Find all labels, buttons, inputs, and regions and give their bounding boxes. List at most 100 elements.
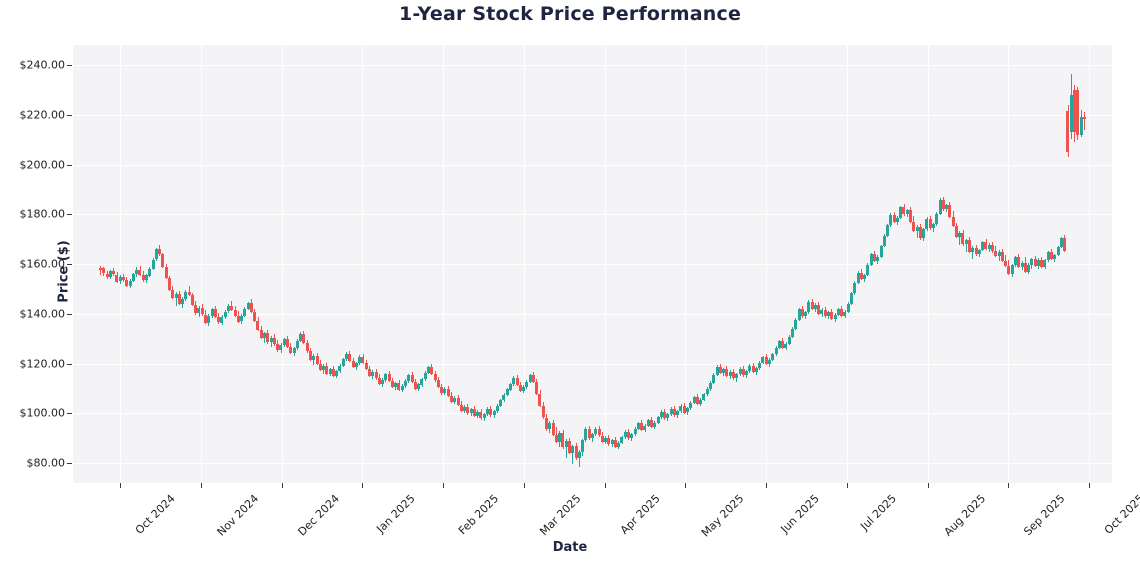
candle-body [663,411,666,419]
candle-body [659,411,663,418]
x-axis-tick [1008,483,1010,488]
candle-body [472,409,476,416]
candle-body [531,375,535,383]
x-axis-tick [281,483,283,488]
x-axis-tick-label: Aug 2025 [941,492,988,539]
candle-body [899,207,903,218]
x-axis-tick [523,483,525,488]
candle-body [968,240,971,252]
x-axis-tick-label: Jun 2025 [778,492,822,536]
candle-body [384,374,388,380]
gridline-horizontal [73,214,1112,216]
candle-body [951,217,955,226]
candle-body [574,446,578,459]
candle-body [466,406,470,414]
x-axis-tick-label: Oct 2024 [132,492,178,537]
candle-body [545,417,548,430]
candle-body [954,225,958,237]
x-axis-label: Date [552,540,588,555]
candle-body [223,311,227,317]
candle-body [479,411,483,419]
x-axis-tick-label: Mar 2025 [537,492,584,539]
candle-body [272,338,276,345]
candle-body [692,397,696,403]
candle-body [505,389,509,395]
candle-body [958,232,962,237]
candle-body [220,316,224,323]
candle-body [312,355,316,361]
candle-body [1013,257,1017,265]
candle-body [853,282,857,294]
candle-body [886,225,889,236]
candle-body [984,242,988,249]
candle-body [240,315,243,322]
candle-body [1066,110,1070,152]
candle-body [961,232,965,245]
candle-body [243,308,247,316]
candle-body [174,294,178,299]
candle-body [1010,265,1014,274]
candle-body [246,303,250,309]
candle-body [646,420,650,426]
candle-body [122,276,125,281]
candle-body [781,341,785,348]
candle-body [679,405,683,412]
candle-wick [972,246,974,260]
candle-body [440,386,444,394]
candle-body [371,371,375,376]
candle-body [731,371,735,379]
candle-body [430,367,434,374]
candle-body [367,369,371,376]
x-axis-tick [200,483,202,488]
candle-body [643,425,647,430]
candle-body [463,406,466,411]
candle-body [495,405,499,412]
x-axis-tick [443,483,444,488]
candle-body [108,271,112,277]
x-axis-tick-label: Nov 2024 [214,492,261,539]
candle-body [308,351,312,361]
candle-body [423,372,427,379]
candle-body [285,339,289,347]
candle-body [348,353,352,361]
candle-body [335,371,339,376]
candle-body [443,388,447,394]
candle-body [666,414,670,419]
candle-body [758,362,762,369]
candle-body [761,357,765,363]
candle-body [279,344,283,351]
y-axis-tick-label: $80.00 [26,456,66,470]
candle-body [840,309,844,316]
candle-body [584,428,588,441]
candle-body [922,229,926,239]
candle-body [433,373,437,381]
candle-body [981,242,985,251]
candle-body [741,368,745,376]
candle-body [266,333,270,343]
candle-body [210,309,214,316]
candle-body [476,411,480,416]
candle-body [112,271,116,275]
candle-body [341,359,345,366]
candle-body [522,386,525,392]
candle-body [653,422,657,427]
y-axis-tick-label: $220.00 [19,108,66,122]
candle-body [722,369,726,374]
candle-body [404,380,407,386]
candle-body [167,277,171,290]
candle-body [328,369,332,374]
candle-body [1082,117,1086,119]
y-axis-tick [67,363,72,365]
candle-body [610,440,614,445]
candle-body [322,365,325,371]
candle-body [790,328,794,337]
candle-body [489,408,493,416]
candle-body [135,269,139,275]
candle-body [774,347,778,355]
candle-body [617,442,621,447]
candle-body [945,205,948,210]
candle-body [289,346,293,353]
x-axis-tick-label: Oct 2025 [1101,492,1140,537]
candle-body [338,365,342,371]
